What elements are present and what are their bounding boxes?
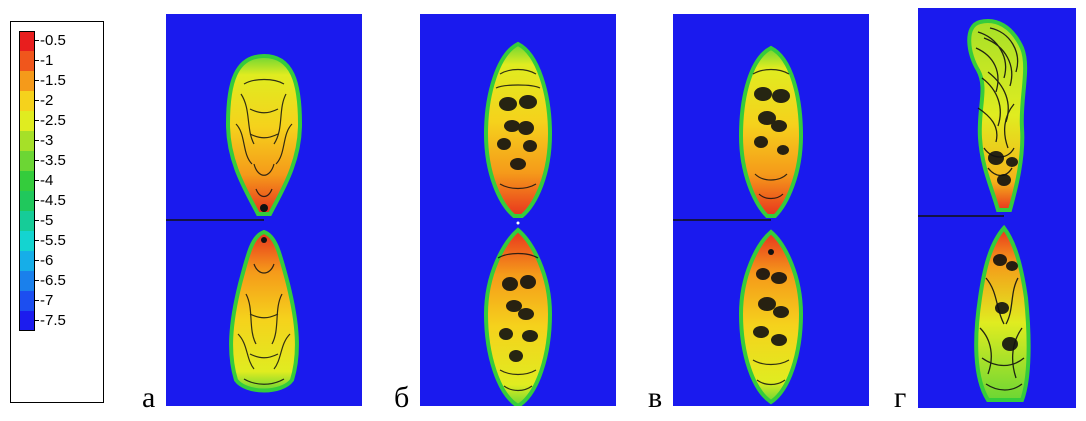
legend-swatch bbox=[19, 251, 35, 271]
legend-row: -4.5 bbox=[11, 191, 105, 211]
legend-swatch bbox=[19, 111, 35, 131]
legend-swatch bbox=[19, 171, 35, 191]
legend-swatch bbox=[19, 131, 35, 151]
legend-swatch bbox=[19, 71, 35, 91]
legend-swatch bbox=[19, 191, 35, 211]
legend-row: -7.5 bbox=[11, 311, 105, 331]
legend-swatch bbox=[19, 231, 35, 251]
legend-row: -6.5 bbox=[11, 271, 105, 291]
colorbar-legend: -0.5 -1 -1.5 -2 -2.5 -3 -3.5 -4 -4.5 bbox=[10, 21, 104, 403]
legend-swatch bbox=[19, 91, 35, 111]
legend-label: -4 bbox=[40, 172, 54, 189]
panel-label: а bbox=[142, 381, 156, 414]
legend-row: -3.5 bbox=[11, 151, 105, 171]
legend-row: -1 bbox=[11, 51, 105, 71]
legend-swatch bbox=[19, 51, 35, 71]
legend-label: -6 bbox=[40, 252, 54, 269]
legend-label: -3 bbox=[40, 132, 54, 149]
legend-label: -1 bbox=[40, 52, 54, 69]
legend-row: -2 bbox=[11, 91, 105, 111]
legend-label: -6.5 bbox=[40, 272, 66, 289]
panel-label: в bbox=[648, 381, 663, 414]
legend-label: -5.5 bbox=[40, 232, 66, 249]
legend-row: -3 bbox=[11, 131, 105, 151]
panel-label: г bbox=[894, 381, 907, 414]
legend-swatch bbox=[19, 31, 35, 51]
panel-c-field bbox=[673, 45, 804, 405]
legend-row: -7 bbox=[11, 291, 105, 311]
legend-swatch bbox=[19, 211, 35, 231]
panel-label: б bbox=[394, 381, 410, 414]
legend-row: -5 bbox=[11, 211, 105, 231]
legend-swatch bbox=[19, 151, 35, 171]
legend-label: -5 bbox=[40, 212, 54, 229]
legend-swatch bbox=[19, 311, 35, 331]
legend-swatch bbox=[19, 291, 35, 311]
legend-label: -1.5 bbox=[40, 72, 66, 89]
legend-row: -5.5 bbox=[11, 231, 105, 251]
legend-label: -2.5 bbox=[40, 112, 66, 129]
panel-b-field bbox=[483, 41, 553, 406]
panel-a-field bbox=[166, 53, 303, 393]
panel-b bbox=[420, 14, 616, 406]
legend-row: -2.5 bbox=[11, 111, 105, 131]
legend-label: -7.5 bbox=[40, 312, 66, 329]
legend-label: -7 bbox=[40, 292, 54, 309]
legend-row: -4 bbox=[11, 171, 105, 191]
legend-row: -6 bbox=[11, 251, 105, 271]
panel-a bbox=[166, 14, 362, 406]
panel-c bbox=[673, 14, 869, 406]
legend-label: -2 bbox=[40, 92, 54, 109]
legend-label: -0.5 bbox=[40, 32, 66, 49]
legend-swatch bbox=[19, 271, 35, 291]
legend-row: -1.5 bbox=[11, 71, 105, 91]
legend-row: -0.5 bbox=[11, 31, 105, 51]
panel-d bbox=[918, 8, 1076, 408]
legend-label: -4.5 bbox=[40, 192, 66, 209]
legend-label: -3.5 bbox=[40, 152, 66, 169]
panel-d-field bbox=[918, 19, 1031, 402]
